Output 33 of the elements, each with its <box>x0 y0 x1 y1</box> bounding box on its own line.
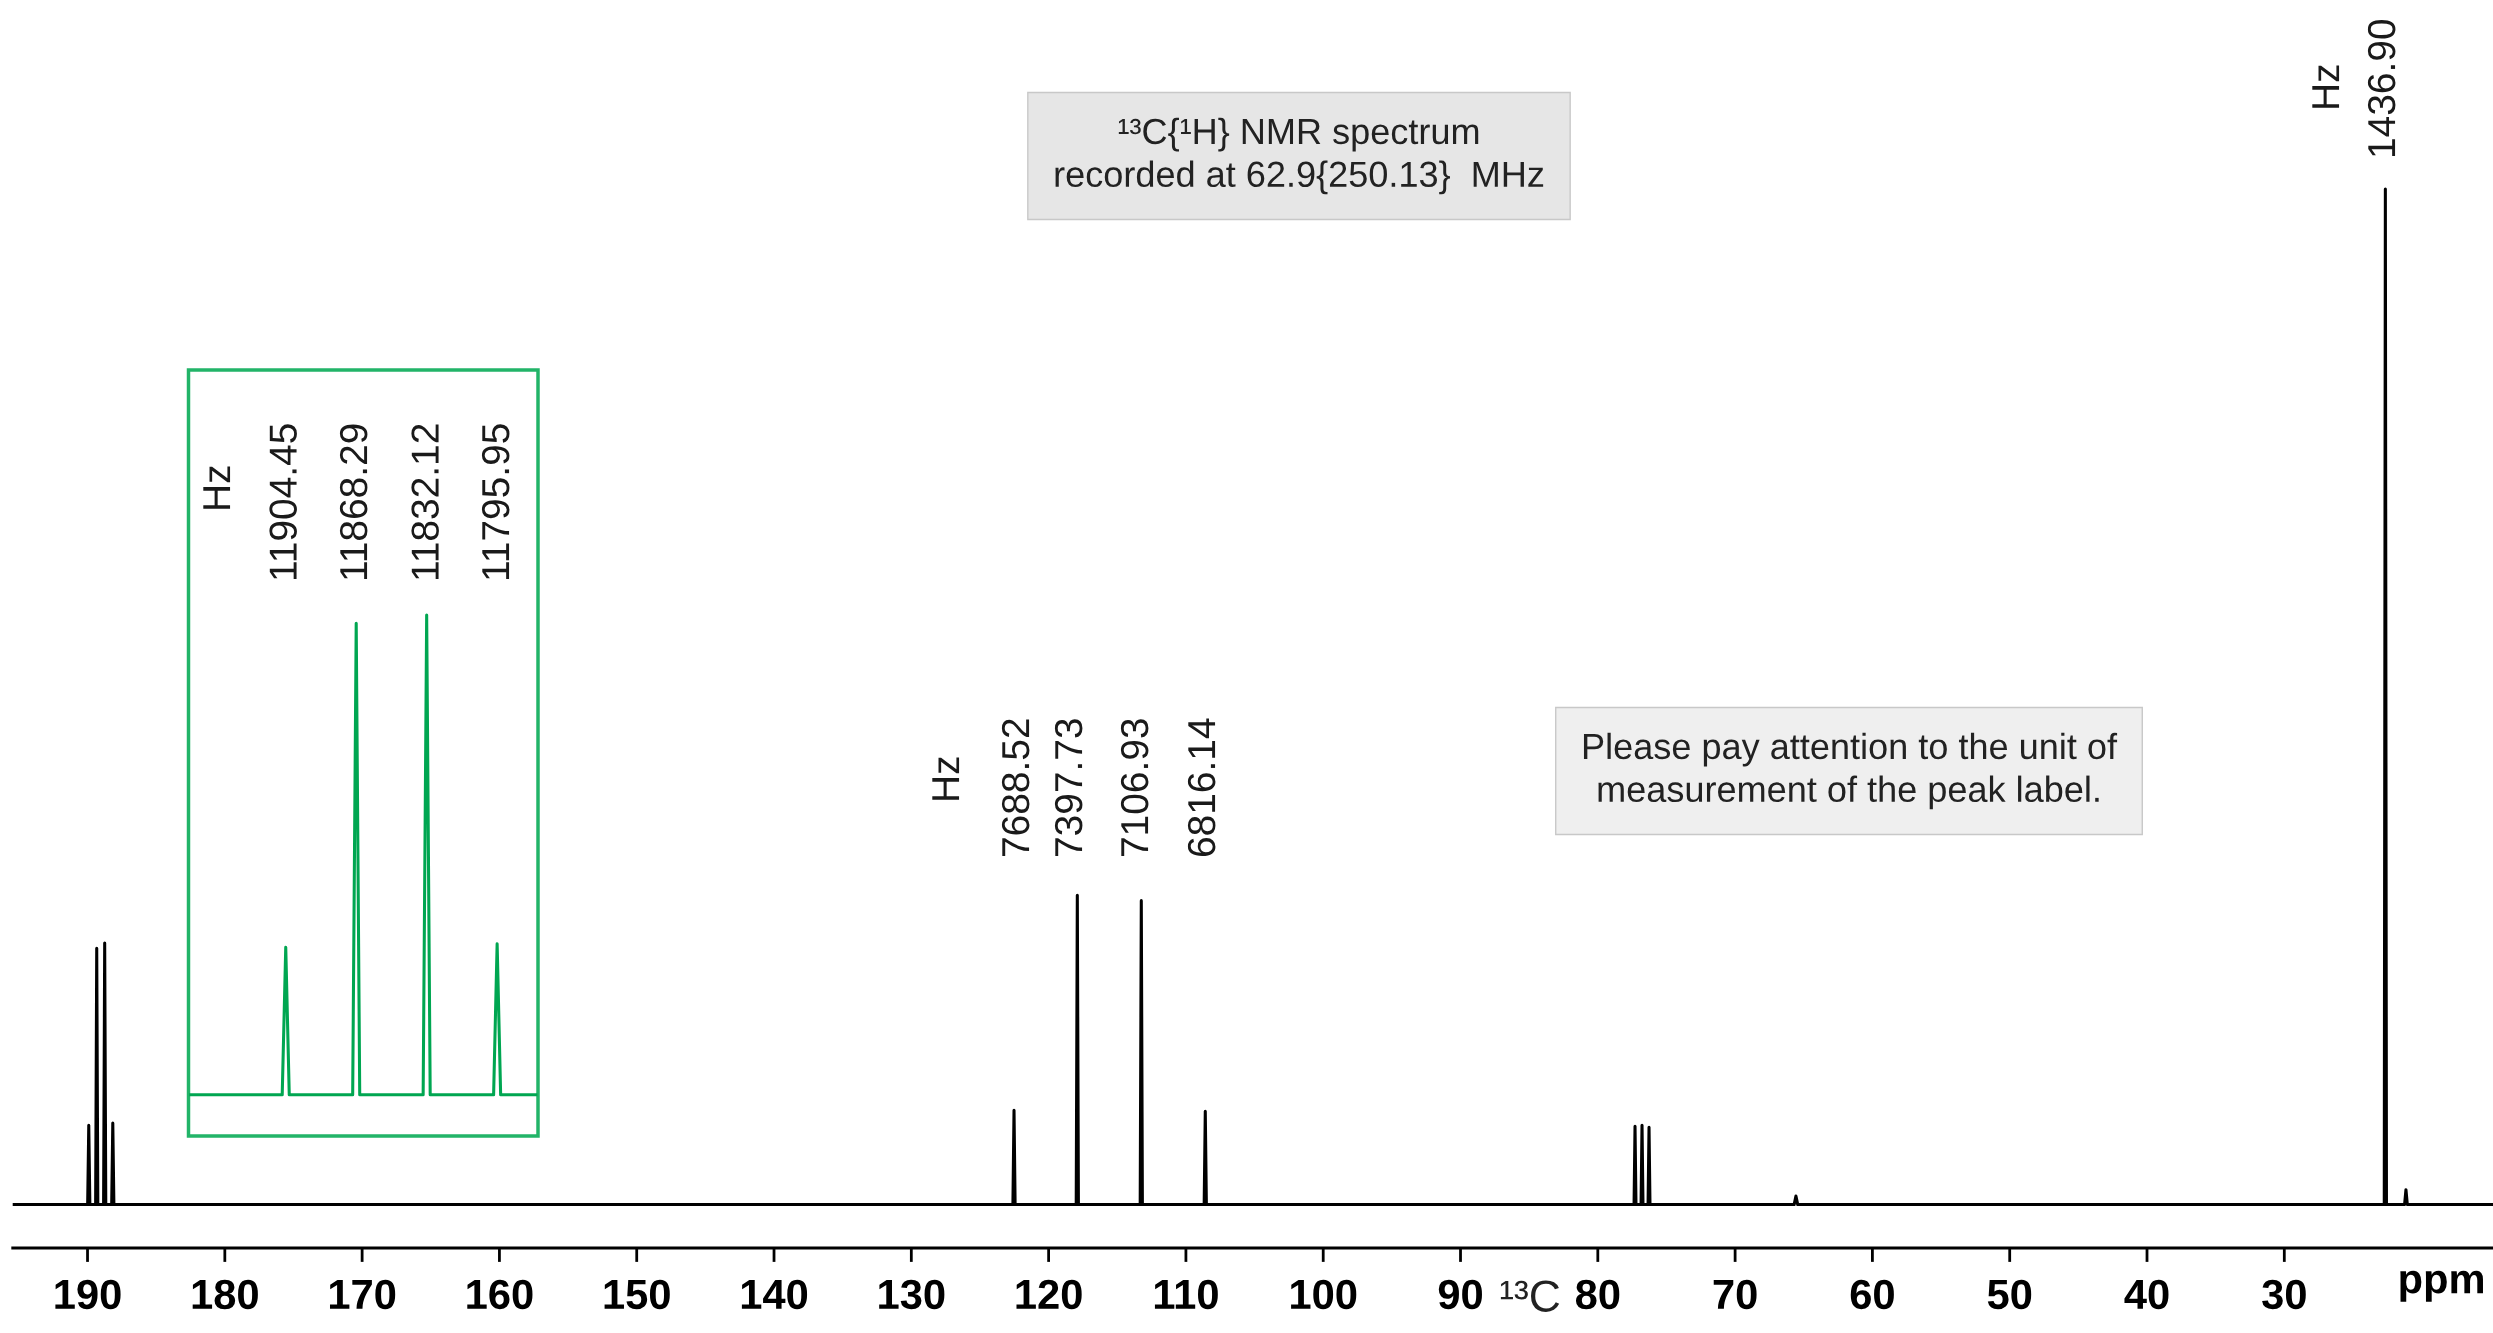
annotation: 7106.93 <box>1120 719 1149 857</box>
x-tick-label: 100 <box>1291 1279 1357 1310</box>
annotation: 7397.73 <box>1054 719 1083 857</box>
annotation: ¹³C{¹H} NMR spectrum recorded at 62.9{250.13} MHz <box>1055 117 1544 195</box>
x-tick-label: 150 <box>604 1279 670 1310</box>
x-tick-label: 140 <box>741 1279 808 1310</box>
x-tick-label: 180 <box>192 1279 258 1310</box>
x-tick-label: 30 <box>2262 1279 2306 1310</box>
x-tick-label: 70 <box>1713 1279 1757 1310</box>
x-tick-label: 170 <box>329 1279 396 1310</box>
x-tick-label: 130 <box>879 1279 945 1310</box>
annotation: 7688.52 <box>1001 719 1030 857</box>
annotation: Please pay attention to the unit of measurement of the peak label. <box>1583 732 2118 810</box>
annotation: Hz <box>203 466 231 509</box>
x-tick-label: 40 <box>2124 1279 2169 1310</box>
x-tick-label: 50 <box>1987 1279 2032 1310</box>
x-tick-label: 80 <box>1575 1279 1620 1310</box>
annotation: 11868.29 <box>339 424 368 580</box>
annotation: Hz <box>932 757 960 800</box>
text: ¹³C <box>1500 1280 1560 1312</box>
annotation: 11795.95 <box>481 424 510 580</box>
x-axis-title: ppm <box>2400 1270 2483 1302</box>
annotation: 11904.45 <box>269 424 297 580</box>
x-tick-label: 110 <box>1154 1279 1218 1310</box>
x-tick-label: 190 <box>55 1279 121 1310</box>
text: Hz <box>2312 65 2340 108</box>
annotation: 6816.14 <box>1187 718 1216 857</box>
text: 1436.90 <box>2367 19 2396 157</box>
x-tick-label: 120 <box>1016 1279 1082 1310</box>
x-tick-label: 60 <box>1850 1279 1894 1310</box>
x-tick-label: 160 <box>467 1279 533 1310</box>
x-tick-label: 90 <box>1438 1279 1482 1310</box>
annotation: 11832.12 <box>411 424 439 580</box>
